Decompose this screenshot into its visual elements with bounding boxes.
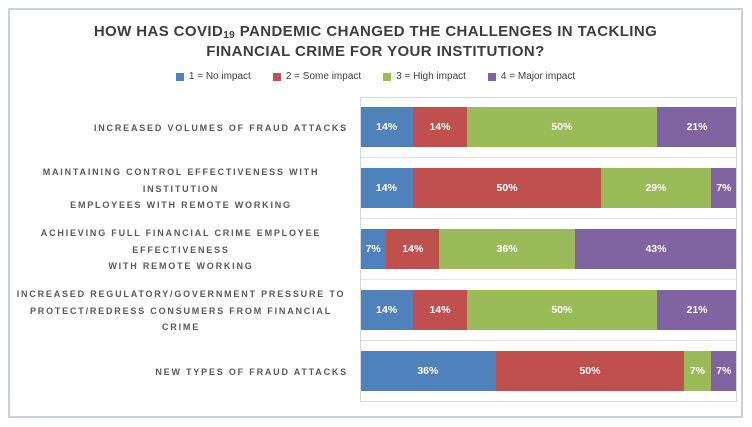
- category-label: NEW TYPES OF FRAUD ATTACKS: [155, 366, 348, 377]
- category-row: NEW TYPES OF FRAUD ATTACKS 36% 50% 7% 7%: [10, 341, 741, 403]
- bar-segment: 21%: [657, 107, 737, 148]
- bar-segment-label: 7%: [689, 365, 705, 378]
- bar-segment-label: 50%: [496, 182, 518, 195]
- category-label: MAINTAINING CONTROL EFFECTIVENESS WITH I…: [42, 167, 320, 210]
- bar-segment-label: 14%: [375, 182, 397, 195]
- category-label: INCREASED VOLUMES OF FRAUD ATTACKS: [93, 122, 348, 133]
- legend-label: 2 = Some impact: [285, 71, 362, 83]
- bar-segment-label: 21%: [686, 121, 708, 134]
- bar-segment-label: 14%: [402, 243, 424, 256]
- stacked-bar-chart: INCREASED VOLUMES OF FRAUD ATTACKS 14% 14%…: [10, 97, 741, 403]
- category-label: ACHIEVING FULL FINANCIAL CRIME EMPLOYEE …: [40, 228, 322, 271]
- stacked-bar: 14% 14% 50% 21%: [360, 107, 737, 148]
- bar-cell: 36% 50% 7% 7%: [360, 341, 737, 403]
- bar-segment-label: 43%: [645, 243, 667, 256]
- bar-segment: 50%: [466, 107, 658, 148]
- bar-segment-label: 29%: [645, 182, 667, 195]
- category-row: INCREASED VOLUMES OF FRAUD ATTACKS 14% 14%…: [10, 97, 741, 159]
- stacked-bar: 14% 50% 29% 7%: [360, 168, 737, 209]
- bar-segment-label: 7%: [716, 182, 732, 195]
- bar-segment: 50%: [412, 168, 602, 209]
- bar-segment-label: 7%: [716, 365, 732, 378]
- bar-segment: 14%: [360, 107, 414, 148]
- chart-title: HOW HAS COVID19 PANDEMIC CHANGED THE CHA…: [66, 23, 686, 61]
- legend-label: 1 = No impact: [188, 71, 251, 83]
- bar-segment-label: 14%: [376, 121, 398, 134]
- bar-segment: 14%: [360, 168, 413, 209]
- bar-segment-label: 14%: [429, 121, 451, 134]
- legend-swatch-icon: [272, 72, 281, 81]
- bar-segment: 7%: [684, 351, 711, 392]
- bar-segment: 14%: [413, 107, 467, 148]
- category-label-cell: INCREASED REGULATORY/GOVERNMENT PRESSURE…: [10, 280, 360, 341]
- bar-segment: 14%: [386, 229, 440, 270]
- category-label-cell: ACHIEVING FULL FINANCIAL CRIME EMPLOYEE …: [10, 219, 360, 280]
- category-row: ACHIEVING FULL FINANCIAL CRIME EMPLOYEE …: [10, 219, 741, 281]
- bar-segment: 36%: [439, 229, 575, 270]
- category-row: MAINTAINING CONTROL EFFECTIVENESS WITH I…: [10, 158, 741, 220]
- category-label-cell: INCREASED VOLUMES OF FRAUD ATTACKS: [10, 97, 360, 158]
- category-label-cell: NEW TYPES OF FRAUD ATTACKS: [10, 341, 360, 402]
- bar-segment: 14%: [360, 290, 414, 331]
- legend-swatch-icon: [175, 72, 184, 81]
- legend-item: 2 = Some impact: [272, 71, 362, 83]
- chart-legend: 1 = No impact 2 = Some impact 3 = High imp…: [10, 71, 741, 82]
- bar-segment-label: 7%: [365, 243, 381, 256]
- stacked-bar: 36% 50% 7% 7%: [360, 351, 737, 392]
- bar-segment: 50%: [466, 290, 658, 331]
- legend-item: 4 = Major impact: [487, 71, 576, 83]
- chart-title-subscript: 19: [223, 30, 236, 41]
- bar-segment-label: 14%: [429, 304, 451, 317]
- bar-segment: 36%: [360, 351, 496, 392]
- legend-swatch-icon: [383, 72, 392, 81]
- bar-segment: 7%: [360, 229, 387, 270]
- bar-cell: 14% 50% 29% 7%: [360, 158, 737, 220]
- category-label-cell: MAINTAINING CONTROL EFFECTIVENESS WITH I…: [10, 158, 360, 219]
- figure-border-frame: HOW HAS COVID19 PANDEMIC CHANGED THE CHA…: [8, 8, 743, 418]
- bar-segment-label: 14%: [376, 304, 398, 317]
- chart-title-post: PANDEMIC CHANGED THE CHALLENGES IN TACKL…: [206, 23, 658, 60]
- legend-label: 3 = High impact: [396, 71, 466, 83]
- legend-label: 4 = Major impact: [500, 71, 576, 83]
- bar-segment: 43%: [574, 229, 737, 270]
- bar-cell: 7% 14% 36% 43%: [360, 219, 737, 281]
- category-row: INCREASED REGULATORY/GOVERNMENT PRESSURE…: [10, 280, 741, 342]
- chart-title-pre: HOW HAS COVID: [93, 23, 224, 40]
- bar-segment: 50%: [495, 351, 685, 392]
- legend-item: 1 = No impact: [175, 71, 251, 83]
- bar-segment-label: 21%: [686, 304, 708, 317]
- bar-segment: 7%: [710, 168, 737, 209]
- category-label: INCREASED REGULATORY/GOVERNMENT PRESSURE…: [16, 289, 346, 332]
- bar-segment-label: 36%: [496, 243, 518, 256]
- bar-segment: 21%: [657, 290, 737, 331]
- bar-segment-label: 36%: [417, 365, 439, 378]
- bar-segment-label: 50%: [551, 121, 573, 134]
- bar-cell: 14% 14% 50% 21%: [360, 97, 737, 159]
- bar-segment-label: 50%: [551, 304, 573, 317]
- bar-segment-label: 50%: [579, 365, 601, 378]
- stacked-bar: 14% 14% 50% 21%: [360, 290, 737, 331]
- bar-cell: 14% 14% 50% 21%: [360, 280, 737, 342]
- bar-segment: 29%: [601, 168, 711, 209]
- legend-item: 3 = High impact: [383, 71, 466, 82]
- bar-segment: 7%: [710, 351, 737, 392]
- legend-swatch-icon: [487, 72, 496, 81]
- bar-segment: 14%: [413, 290, 467, 331]
- stacked-bar: 7% 14% 36% 43%: [360, 229, 737, 270]
